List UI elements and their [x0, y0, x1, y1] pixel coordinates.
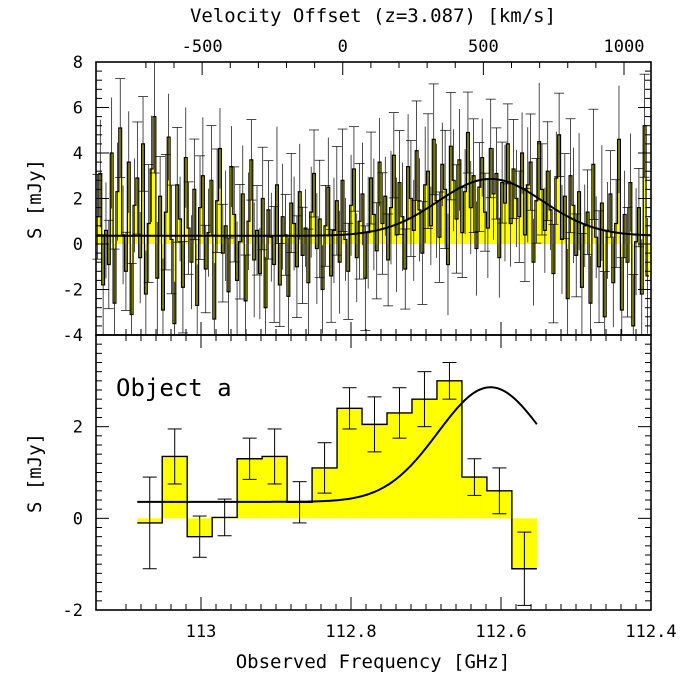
channel-bar [557, 134, 561, 244]
channel-bar [506, 143, 510, 244]
gaussian-fit-curve [96, 177, 652, 237]
channel-bar [466, 132, 470, 244]
gaussian-fit-curve [137, 386, 538, 503]
top-tick-label: 0 [338, 37, 348, 57]
y-tick-label: 0 [73, 509, 83, 529]
top-tick-label: -500 [182, 37, 223, 57]
channel-bar [218, 148, 222, 244]
channel-bar [436, 380, 462, 519]
tick-labels: -4 -2 0 2 4 6 8 -2 0 2 113 112.8 112.6 112.4 -500 0 500 1… [63, 37, 677, 642]
channel-bar [520, 153, 524, 244]
top-tick-label: 1000 [604, 37, 645, 57]
bottom-panel-ylabel: S [mJy] [24, 433, 46, 513]
spectrum-steps [96, 116, 649, 327]
y-tick-label: 4 [73, 144, 83, 164]
y-tick-label: 0 [73, 235, 83, 255]
y-tick-label: -2 [63, 601, 83, 621]
channel-bar [249, 159, 253, 244]
axis-ticks [96, 61, 652, 611]
panel-bottom-steps [137, 380, 537, 570]
top-panel-ylabel: S [mJy] [24, 159, 46, 239]
gaussian-fits [96, 177, 652, 503]
y-tick-label: -2 [63, 281, 83, 301]
panel-annotation: Object a [116, 374, 232, 402]
top-tick-label: 500 [468, 37, 499, 57]
y-tick-label: 2 [73, 418, 83, 438]
panel-frames [95, 61, 652, 611]
channel-bar [118, 127, 122, 244]
y-tick-label: 2 [73, 190, 83, 210]
x-tick-label: 112.6 [475, 622, 526, 642]
x-tick-label: 113 [186, 622, 217, 642]
y-tick-label: 6 [73, 99, 83, 119]
channel-bar [141, 143, 145, 244]
channel-bar [480, 157, 484, 244]
y-tick-label: 8 [73, 53, 83, 73]
bottom-axis-label: Observed Frequency [GHz] [236, 651, 511, 673]
channel-bar [643, 125, 647, 244]
panel-top-steps [96, 116, 649, 327]
y-tick-label: -4 [63, 326, 83, 346]
channel-bar [167, 137, 171, 244]
x-tick-label: 112.8 [325, 622, 376, 642]
spectrum-steps [137, 380, 537, 570]
channel-bar [153, 116, 156, 244]
x-tick-label: 112.4 [625, 622, 676, 642]
top-axis-label: Velocity Offset (z=3.087) [km/s] [190, 5, 556, 27]
channel-bar [392, 155, 396, 244]
